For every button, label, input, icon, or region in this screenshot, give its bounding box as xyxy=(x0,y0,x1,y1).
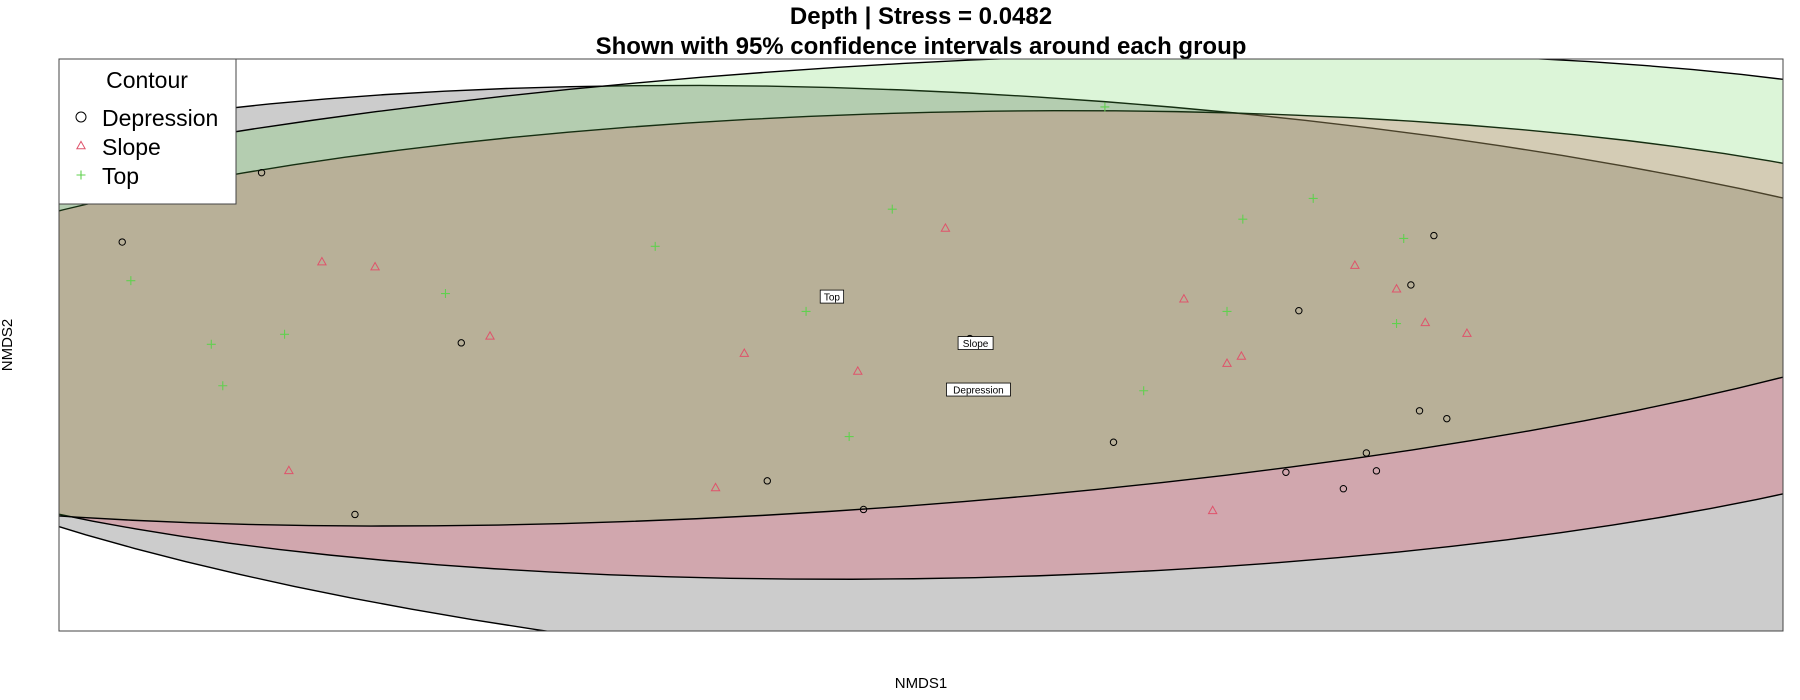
point-slope xyxy=(1236,350,1247,360)
point-depression xyxy=(1430,231,1438,240)
data-points xyxy=(118,102,1472,519)
point-depression xyxy=(1282,468,1290,476)
point-depression xyxy=(1339,485,1348,493)
point-slope xyxy=(852,365,863,375)
point-depression xyxy=(257,168,266,177)
point-slope xyxy=(710,482,721,492)
chart-title: Depth | Stress = 0.0482 xyxy=(790,3,1052,30)
point-depression xyxy=(1372,467,1381,475)
point-top xyxy=(126,276,136,286)
y-axis-label: NMDS2 xyxy=(0,319,16,372)
point-slope xyxy=(1420,317,1431,327)
point-slope xyxy=(485,330,495,340)
ellipse-depression xyxy=(59,84,1783,631)
point-depression xyxy=(859,505,868,514)
point-slope xyxy=(1461,327,1472,337)
centroid-label-depression: Depression xyxy=(953,386,1004,397)
point-depression xyxy=(763,477,771,485)
legend-label-slope: Slope xyxy=(102,134,161,160)
centroid-label-top: Top xyxy=(824,293,841,304)
chart-subtitle: Shown with 95% confidence intervals arou… xyxy=(596,33,1247,60)
legend-marker-depression xyxy=(75,111,87,123)
point-top xyxy=(844,432,854,442)
legend-marker-slope xyxy=(76,140,86,150)
point-depression xyxy=(457,339,465,347)
point-top xyxy=(218,381,228,391)
point-top xyxy=(1100,102,1110,112)
plot-frame xyxy=(58,58,1784,632)
point-top xyxy=(280,329,290,339)
centroid-box-slope xyxy=(957,336,994,350)
point-slope xyxy=(1207,505,1218,515)
x-axis-label: NMDS1 xyxy=(895,675,948,692)
point-slope xyxy=(316,256,327,266)
point-top xyxy=(650,241,660,251)
point-depression xyxy=(1109,438,1118,446)
point-slope xyxy=(1178,293,1189,303)
point-depression xyxy=(1407,281,1415,289)
point-depression xyxy=(118,238,126,246)
legend: Contour Depression Slope Top xyxy=(58,58,237,205)
group-centroid-labels: Depression Slope Top xyxy=(819,289,1011,397)
legend-label-depression: Depression xyxy=(102,105,218,131)
point-depression xyxy=(1443,414,1451,423)
point-slope xyxy=(1349,260,1360,269)
point-slope xyxy=(1391,283,1402,293)
legend-label-top: Top xyxy=(102,163,139,189)
confidence-ellipses xyxy=(59,59,1783,631)
point-top xyxy=(1238,214,1248,224)
point-top xyxy=(206,339,216,349)
centroid-label-slope: Slope xyxy=(963,339,989,350)
ellipse-slope xyxy=(59,109,1783,580)
point-top xyxy=(1222,306,1232,316)
point-depression xyxy=(1295,306,1303,315)
centroid-box-top xyxy=(819,289,845,304)
point-depression xyxy=(1362,449,1371,457)
point-top xyxy=(1392,319,1402,329)
point-top xyxy=(1308,193,1318,203)
point-top xyxy=(1139,386,1149,396)
point-slope xyxy=(283,465,294,475)
legend-marker-top xyxy=(76,170,86,180)
point-slope xyxy=(1222,357,1233,367)
point-slope xyxy=(739,347,750,357)
legend-title: Contour xyxy=(106,67,188,93)
legend-box xyxy=(58,58,237,205)
centroid-box-depression xyxy=(946,382,1011,397)
point-depression xyxy=(351,510,359,519)
point-slope xyxy=(940,222,951,232)
point-top xyxy=(440,289,450,299)
point-depression xyxy=(1415,407,1424,415)
ellipse-top xyxy=(59,59,1783,527)
point-top xyxy=(887,204,897,214)
point-top xyxy=(801,306,811,316)
point-slope xyxy=(370,261,381,271)
point-top xyxy=(1399,233,1409,243)
